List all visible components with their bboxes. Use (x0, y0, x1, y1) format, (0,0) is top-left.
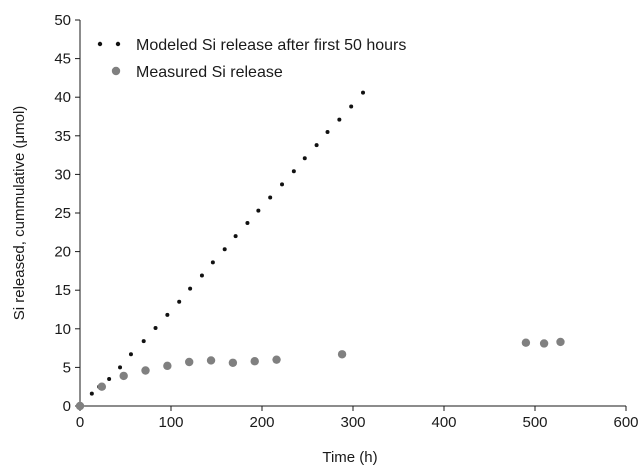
modeled-point (118, 365, 123, 370)
x-tick-label: 200 (249, 414, 274, 431)
legend-label-measured: Measured Si release (136, 64, 283, 81)
measured-point (228, 358, 238, 367)
modeled-point (314, 143, 319, 148)
modeled-point (268, 195, 273, 200)
y-tick-label: 40 (54, 89, 71, 106)
y-tick-label: 5 (63, 359, 71, 376)
legend-marker-measured (111, 66, 121, 76)
series-modeled (89, 90, 366, 396)
measured-point (556, 337, 565, 347)
measured-point (539, 339, 549, 348)
x-tick-label: 300 (340, 414, 365, 431)
legend-entry-measured: Measured Si release (111, 64, 283, 81)
modeled-point (210, 260, 215, 265)
y-tick-label: 30 (54, 166, 71, 183)
modeled-point (165, 312, 170, 317)
modeled-point (128, 352, 133, 357)
modeled-point (325, 129, 330, 134)
modeled-point (337, 117, 342, 122)
legend: Modeled Si release after first 50 hours … (97, 37, 406, 81)
modeled-point (199, 273, 204, 278)
data-series (75, 90, 565, 411)
y-tick-label: 35 (54, 128, 71, 145)
modeled-point (256, 208, 261, 213)
modeled-point (245, 221, 250, 226)
measured-point (163, 361, 172, 371)
measured-point (272, 355, 281, 364)
modeled-point (141, 339, 146, 344)
modeled-point (89, 391, 94, 396)
modeled-point (153, 326, 158, 331)
modeled-point (233, 234, 238, 239)
x-tick-label: 100 (158, 414, 183, 431)
y-axis-title: Si released, cummulative (μmol) (11, 106, 28, 321)
y-tick-label: 45 (54, 51, 71, 68)
measured-point (521, 338, 531, 347)
legend-entry-modeled: Modeled Si release after first 50 hours (97, 37, 406, 54)
measured-point (75, 401, 85, 411)
measured-point (119, 371, 128, 381)
measured-point (337, 350, 347, 359)
x-axis-title: Time (h) (322, 449, 377, 466)
measured-point (250, 357, 259, 366)
modeled-point (177, 299, 182, 304)
y-tick-label: 20 (54, 244, 71, 261)
modeled-point (107, 376, 112, 381)
modeled-point (280, 182, 285, 187)
legend-label-modeled: Modeled Si release after first 50 hours (136, 37, 406, 54)
legend-marker-modeled-1 (97, 41, 103, 47)
modeled-point (349, 104, 354, 109)
series-measured (75, 337, 565, 411)
y-tick-label: 15 (54, 282, 71, 299)
y-tick-label: 0 (63, 398, 71, 415)
y-tick-label: 50 (54, 12, 71, 29)
x-tick-label: 500 (522, 414, 547, 431)
measured-point (141, 366, 150, 375)
y-tick-label: 25 (54, 205, 71, 222)
x-tick-label: 600 (613, 414, 638, 431)
modeled-point (222, 247, 227, 252)
modeled-point (302, 156, 307, 161)
modeled-point (361, 90, 366, 95)
modeled-point (291, 169, 296, 174)
legend-marker-modeled-2 (115, 41, 121, 47)
x-tick-label: 400 (431, 414, 456, 431)
x-tick-label: 0 (76, 414, 84, 431)
measured-point (185, 357, 194, 367)
measured-point (206, 356, 216, 365)
modeled-point (188, 286, 193, 291)
measured-point (97, 382, 107, 391)
y-tick-label: 10 (54, 321, 71, 338)
